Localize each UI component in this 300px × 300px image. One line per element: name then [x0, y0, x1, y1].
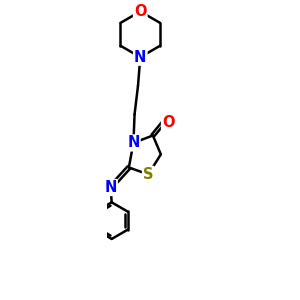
Text: N: N [134, 50, 146, 65]
Text: N: N [127, 135, 140, 150]
Text: O: O [162, 116, 175, 130]
Text: S: S [143, 167, 154, 182]
Text: N: N [104, 180, 117, 195]
Text: O: O [134, 4, 146, 19]
